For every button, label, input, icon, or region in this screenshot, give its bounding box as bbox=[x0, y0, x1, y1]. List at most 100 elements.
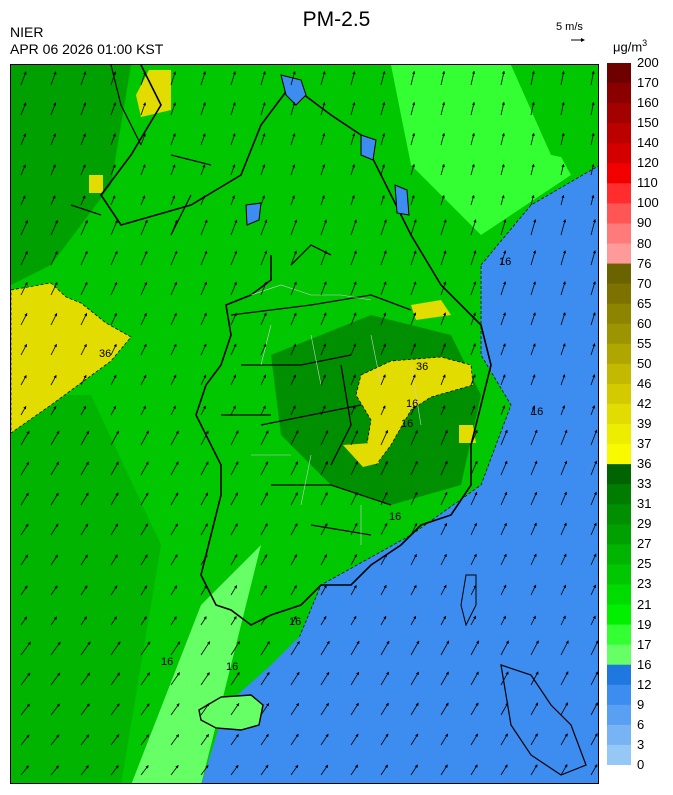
wind-vector bbox=[260, 281, 267, 296]
wind-vector bbox=[500, 219, 507, 236]
wind-vector bbox=[350, 343, 357, 356]
wind-vector bbox=[530, 219, 537, 236]
wind-vector bbox=[50, 405, 57, 416]
wind-vector bbox=[290, 101, 296, 116]
wind-vector bbox=[440, 764, 448, 776]
wind-vector bbox=[110, 405, 117, 416]
wind-vector bbox=[170, 492, 179, 506]
wind-vector bbox=[560, 615, 566, 626]
wind-vector bbox=[590, 640, 598, 656]
wind-vector bbox=[200, 219, 208, 236]
wind-vector bbox=[110, 281, 118, 296]
wind-vector bbox=[230, 641, 240, 656]
colorbar-swatch bbox=[607, 624, 631, 646]
wind-vector bbox=[440, 615, 447, 626]
wind-vector bbox=[350, 522, 358, 536]
unit-exponent: 3 bbox=[642, 38, 648, 48]
wind-vector bbox=[140, 133, 146, 146]
wind-vector bbox=[530, 194, 535, 206]
wind-vector bbox=[530, 132, 535, 146]
wind-vector bbox=[110, 430, 120, 446]
wind-vector bbox=[260, 523, 268, 536]
contour-label: 16 bbox=[226, 661, 238, 673]
wind-vector bbox=[350, 132, 356, 146]
contour-label: 16 bbox=[401, 418, 413, 430]
wind-vector bbox=[500, 733, 508, 746]
wind-vector bbox=[500, 671, 509, 686]
wind-vector bbox=[560, 163, 565, 176]
wind-vector bbox=[440, 194, 445, 206]
wind-vector bbox=[440, 429, 448, 446]
wind-vector bbox=[170, 523, 178, 536]
wind-vector bbox=[410, 522, 418, 536]
wind-vector bbox=[530, 70, 535, 86]
wind-vector bbox=[260, 616, 267, 626]
wind-vector bbox=[50, 430, 60, 446]
wind-vector bbox=[200, 164, 206, 176]
colorbar-label: 110 bbox=[637, 175, 658, 191]
wind-vector bbox=[470, 733, 479, 746]
wind-vector bbox=[590, 194, 595, 206]
southwest-sea-green bbox=[11, 395, 161, 783]
wind-vector bbox=[80, 585, 88, 596]
wind-vector bbox=[380, 764, 388, 776]
wind-vector bbox=[590, 615, 596, 626]
wind-vector bbox=[320, 430, 329, 446]
wind-vector bbox=[230, 702, 240, 716]
wind-vector bbox=[20, 250, 28, 266]
wind-vector bbox=[380, 132, 386, 146]
wind-vector bbox=[320, 312, 327, 326]
wind-vector bbox=[440, 405, 446, 416]
wind-vector bbox=[530, 405, 536, 416]
wind-vector bbox=[200, 461, 209, 476]
colorbar-label: 46 bbox=[637, 375, 652, 391]
wind-vector bbox=[500, 101, 505, 116]
wind-vector bbox=[320, 405, 326, 416]
wind-vector bbox=[260, 585, 267, 596]
wind-vector bbox=[50, 250, 58, 266]
wind-vector bbox=[110, 133, 116, 146]
wind-vector bbox=[440, 312, 447, 326]
colorbar-swatch bbox=[607, 263, 631, 285]
colorbar-swatch bbox=[607, 604, 631, 626]
unit-base: μg/m bbox=[613, 39, 643, 55]
wind-vector bbox=[20, 281, 28, 296]
wind-vector bbox=[470, 163, 475, 176]
wind-vector bbox=[230, 616, 237, 626]
wind-vector bbox=[80, 405, 87, 416]
wind-vector bbox=[140, 492, 149, 506]
wind-vector bbox=[470, 101, 476, 116]
wind-vector bbox=[20, 461, 30, 476]
wind-vector bbox=[320, 671, 330, 686]
wind-vector bbox=[170, 703, 180, 716]
wind-vector bbox=[350, 461, 358, 476]
wind-vector bbox=[230, 672, 240, 686]
wind-vector bbox=[260, 405, 266, 416]
wind-vector bbox=[440, 733, 449, 746]
wind-vector bbox=[320, 194, 325, 206]
wind-vector bbox=[350, 312, 357, 326]
wind-vector bbox=[380, 343, 386, 356]
pm25-map[interactable]: 36 36 16 16 16 16 16 16 16 16 bbox=[10, 64, 599, 784]
wind-vector bbox=[320, 101, 326, 116]
wind-vector bbox=[140, 616, 147, 626]
wind-vector bbox=[80, 703, 90, 716]
wind-vector bbox=[320, 343, 327, 356]
chart-title: PM-2.5 bbox=[302, 8, 371, 31]
colorbar-label: 170 bbox=[637, 75, 659, 91]
colorbar-swatch bbox=[607, 484, 631, 505]
wind-vector bbox=[260, 430, 269, 446]
wind-vector bbox=[200, 195, 206, 206]
colorbar-swatch bbox=[607, 403, 631, 425]
wind-vector bbox=[530, 343, 536, 356]
wind-vector bbox=[440, 460, 448, 476]
wind-vector bbox=[110, 374, 117, 386]
wind-vector bbox=[590, 522, 597, 536]
wind-vector bbox=[20, 616, 28, 626]
wind-vector bbox=[80, 250, 88, 266]
wind-vector bbox=[410, 312, 417, 326]
wind-vector bbox=[260, 671, 270, 686]
wind-vector bbox=[470, 374, 476, 386]
wind-vector bbox=[350, 219, 357, 236]
wind-vector bbox=[470, 281, 477, 296]
